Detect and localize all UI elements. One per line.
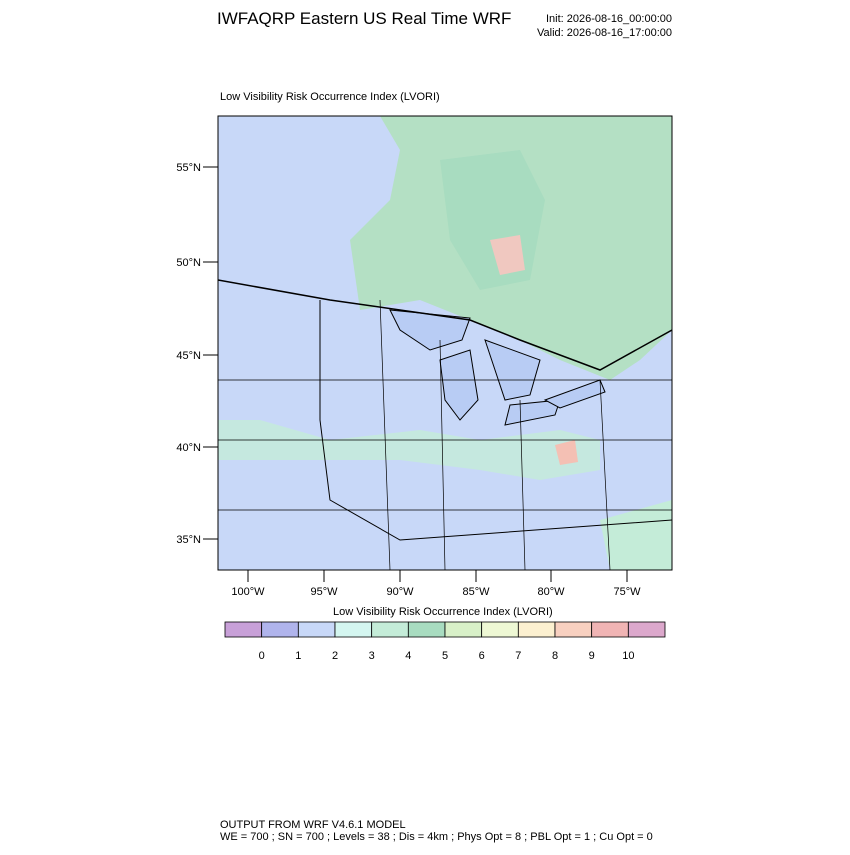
- valid-time: Valid: 2026-08-16_17:00:00: [537, 27, 672, 39]
- lon-label: 95°W: [310, 586, 338, 598]
- lon-label: 85°W: [462, 586, 490, 598]
- lon-label: 75°W: [613, 586, 641, 598]
- colorbar-title: Low Visibility Risk Occurrence Index (LV…: [333, 606, 553, 618]
- colorbar-label: 0: [259, 650, 265, 662]
- colorbar-box: [554, 621, 593, 638]
- colorbar-box: [334, 621, 373, 638]
- colorbar-label: 5: [442, 650, 448, 662]
- colorbar-box: [224, 621, 263, 638]
- colorbar-label: 10: [622, 650, 634, 662]
- colorbar-label: 6: [479, 650, 485, 662]
- lat-label: 40°N: [176, 442, 201, 454]
- colorbar-label: 7: [515, 650, 521, 662]
- footer-line: WE = 700 ; SN = 700 ; Levels = 38 ; Dis …: [220, 831, 653, 843]
- colorbar-label: 9: [589, 650, 595, 662]
- lon-label: 90°W: [386, 586, 414, 598]
- colorbar-box: [297, 621, 336, 638]
- colorbar-label: 2: [332, 650, 338, 662]
- colorbar-label: 8: [552, 650, 558, 662]
- colorbar-box: [371, 621, 409, 638]
- lat-label: 45°N: [176, 350, 201, 362]
- colorbar-box: [627, 621, 666, 638]
- colorbar: 0 1 2 3 4 5 6 7 8 9 10: [224, 621, 666, 662]
- lat-label: 50°N: [176, 257, 201, 269]
- init-time: Init: 2026-08-16_00:00:00: [546, 13, 672, 25]
- lat-label: 35°N: [176, 534, 201, 546]
- colorbar-box: [407, 621, 446, 638]
- map-title: Low Visibility Risk Occurrence Index (LV…: [220, 91, 440, 103]
- colorbar-box: [481, 621, 519, 638]
- lon-label: 100°W: [231, 586, 265, 598]
- footer-line: OUTPUT FROM WRF V4.6.1 MODEL: [220, 819, 406, 831]
- colorbar-box: [444, 621, 483, 638]
- colorbar-label: 4: [405, 650, 411, 662]
- lat-label: 55°N: [176, 162, 201, 174]
- colorbar-box: [517, 621, 556, 638]
- colorbar-label: 1: [295, 650, 301, 662]
- colorbar-box: [591, 621, 629, 638]
- colorbar-label: 3: [369, 650, 375, 662]
- lon-label: 80°W: [537, 586, 565, 598]
- map-frame: [217, 115, 673, 571]
- colorbar-box: [261, 621, 299, 638]
- map: [218, 116, 672, 570]
- main-title: IWFAQRP Eastern US Real Time WRF: [217, 9, 511, 28]
